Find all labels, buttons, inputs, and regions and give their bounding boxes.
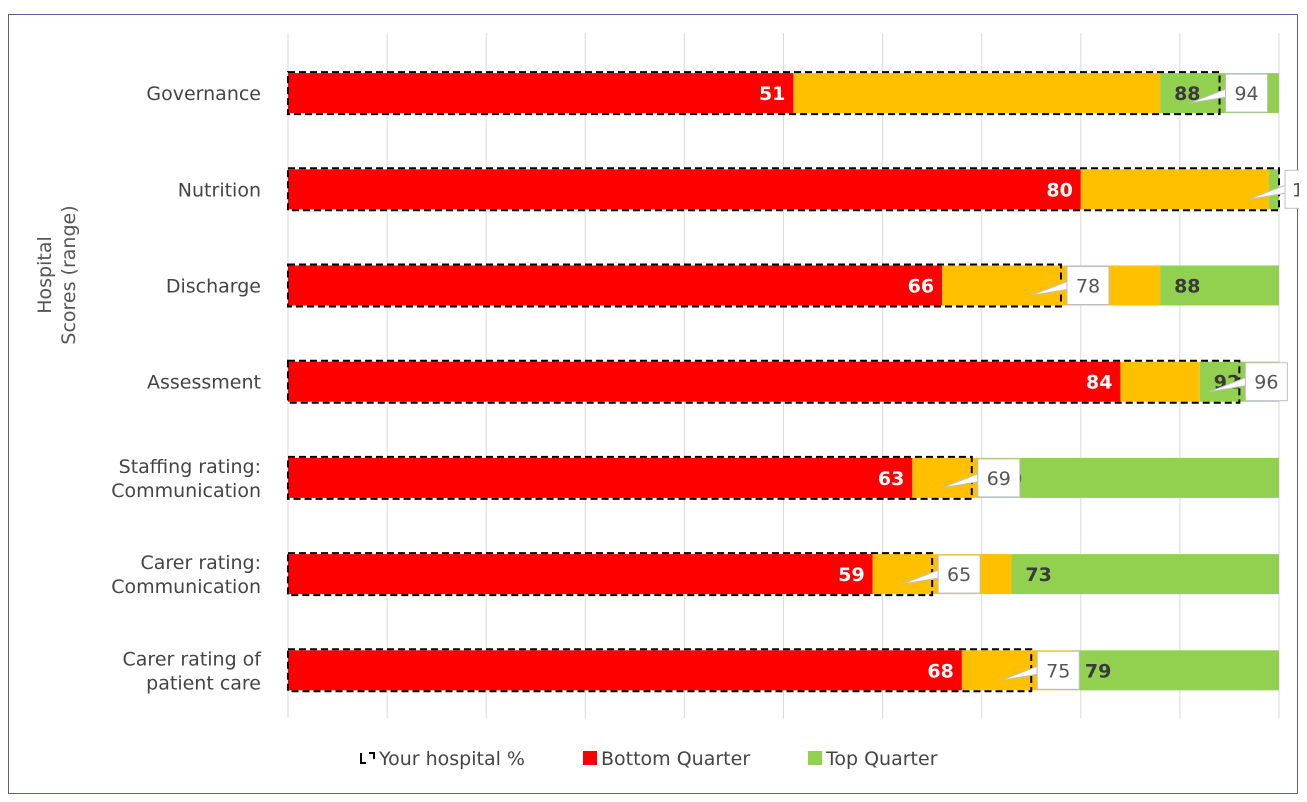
your-hospital-callout-box bbox=[1036, 650, 1080, 690]
bottom-quarter-value-label: 63 bbox=[878, 468, 904, 490]
your-hospital-value-label: 96 bbox=[1254, 372, 1278, 394]
legend-swatch bbox=[808, 751, 822, 765]
bar-bottom-quarter bbox=[288, 554, 873, 595]
bar-top-quarter bbox=[1070, 650, 1279, 691]
bottom-quarter-value-label: 51 bbox=[759, 83, 785, 105]
bottom-quarter-value-label: 84 bbox=[1086, 372, 1112, 394]
your-hospital-callout-box bbox=[977, 458, 1021, 498]
bottom-quarter-value-label: 68 bbox=[927, 660, 953, 682]
category-label: Discharge bbox=[166, 276, 261, 298]
bars bbox=[287, 71, 1280, 693]
legend-item[interactable]: Top Quarter bbox=[808, 748, 938, 770]
top-quarter-value-label: 88 bbox=[1174, 276, 1200, 298]
top-quarter-value-label: 88 bbox=[1174, 83, 1200, 105]
your-hospital-value-label: 100 bbox=[1292, 179, 1299, 201]
category-label-line: Governance bbox=[146, 83, 261, 105]
category-label: Governance bbox=[146, 83, 261, 105]
legend-item[interactable]: Bottom Quarter bbox=[583, 748, 750, 770]
bottom-quarter-value-label: 66 bbox=[908, 276, 934, 298]
legend-item[interactable]: Your hospital % bbox=[360, 748, 525, 770]
category-label-line: Nutrition bbox=[178, 179, 261, 201]
hospital-scores-chart: Governance518894Nutrition8099100Discharg… bbox=[34, 33, 1299, 770]
your-hospital-value-label: 94 bbox=[1234, 83, 1258, 105]
legend-label: Your hospital % bbox=[378, 748, 525, 770]
legend-swatch bbox=[583, 751, 597, 765]
y-axis-title-line: Scores (range) bbox=[58, 205, 80, 344]
category-label: Carer rating of patient care bbox=[123, 648, 263, 694]
your-hospital-value-label: 69 bbox=[987, 468, 1011, 490]
bar-top-quarter bbox=[1011, 554, 1279, 595]
your-hospital-value-label: 78 bbox=[1076, 276, 1100, 298]
your-hospital-value-label: 65 bbox=[947, 564, 971, 586]
category-label-line: Assessment bbox=[147, 372, 261, 394]
y-axis-title-line: Hospital bbox=[34, 236, 56, 314]
category-label-line: Discharge bbox=[166, 276, 261, 298]
legend-swatch-outline-icon bbox=[369, 752, 375, 759]
y-axis-title: Hospital Scores (range) bbox=[34, 205, 80, 344]
your-hospital-callout-box bbox=[1225, 73, 1269, 113]
your-hospital-callout-box bbox=[1066, 266, 1110, 305]
category-label-line: patient care bbox=[146, 672, 261, 694]
bar-bottom-quarter bbox=[288, 73, 794, 114]
your-hospital-value-label: 75 bbox=[1046, 660, 1070, 682]
bottom-quarter-value-label: 80 bbox=[1046, 179, 1072, 201]
category-label: Nutrition bbox=[178, 179, 261, 201]
bar-middle bbox=[1120, 361, 1200, 402]
category-label-line: Communication bbox=[111, 480, 261, 502]
category-label-line: Communication bbox=[111, 576, 261, 598]
bar-middle bbox=[942, 265, 1161, 306]
your-hospital-callout-box bbox=[937, 554, 981, 594]
category-label-line: Carer rating: bbox=[140, 552, 261, 574]
bar-bottom-quarter bbox=[288, 265, 943, 306]
bar-middle bbox=[1080, 169, 1270, 210]
bar-bottom-quarter bbox=[288, 457, 913, 498]
bar-bottom-quarter bbox=[288, 650, 962, 691]
your-hospital-callout-box bbox=[1244, 362, 1288, 402]
category-label-line: Staffing rating: bbox=[119, 456, 261, 478]
top-quarter-value-label: 79 bbox=[1085, 660, 1111, 682]
bottom-quarter-value-label: 59 bbox=[838, 564, 864, 586]
your-hospital-callout-box bbox=[1284, 169, 1299, 209]
chart-frame: Governance518894Nutrition8099100Discharg… bbox=[8, 14, 1299, 794]
legend-label: Bottom Quarter bbox=[601, 748, 750, 770]
category-label-line: Carer rating of bbox=[123, 648, 263, 670]
bar-top-quarter bbox=[1160, 265, 1279, 306]
top-quarter-value-label: 73 bbox=[1025, 564, 1051, 586]
bar-bottom-quarter bbox=[288, 361, 1121, 402]
legend[interactable]: Your hospital % Bottom Quarter Top Quarter bbox=[360, 748, 938, 770]
bar-bottom-quarter bbox=[288, 169, 1081, 210]
bar-middle bbox=[793, 73, 1161, 114]
labels: Governance518894Nutrition8099100Discharg… bbox=[111, 73, 1299, 694]
category-label: Assessment bbox=[147, 372, 261, 394]
legend-label: Top Quarter bbox=[825, 748, 938, 770]
category-label: Staffing rating: Communication bbox=[111, 456, 261, 502]
bar-top-quarter bbox=[981, 457, 1279, 498]
category-label: Carer rating: Communication bbox=[111, 552, 261, 598]
legend-swatch-outline-icon bbox=[360, 753, 366, 764]
